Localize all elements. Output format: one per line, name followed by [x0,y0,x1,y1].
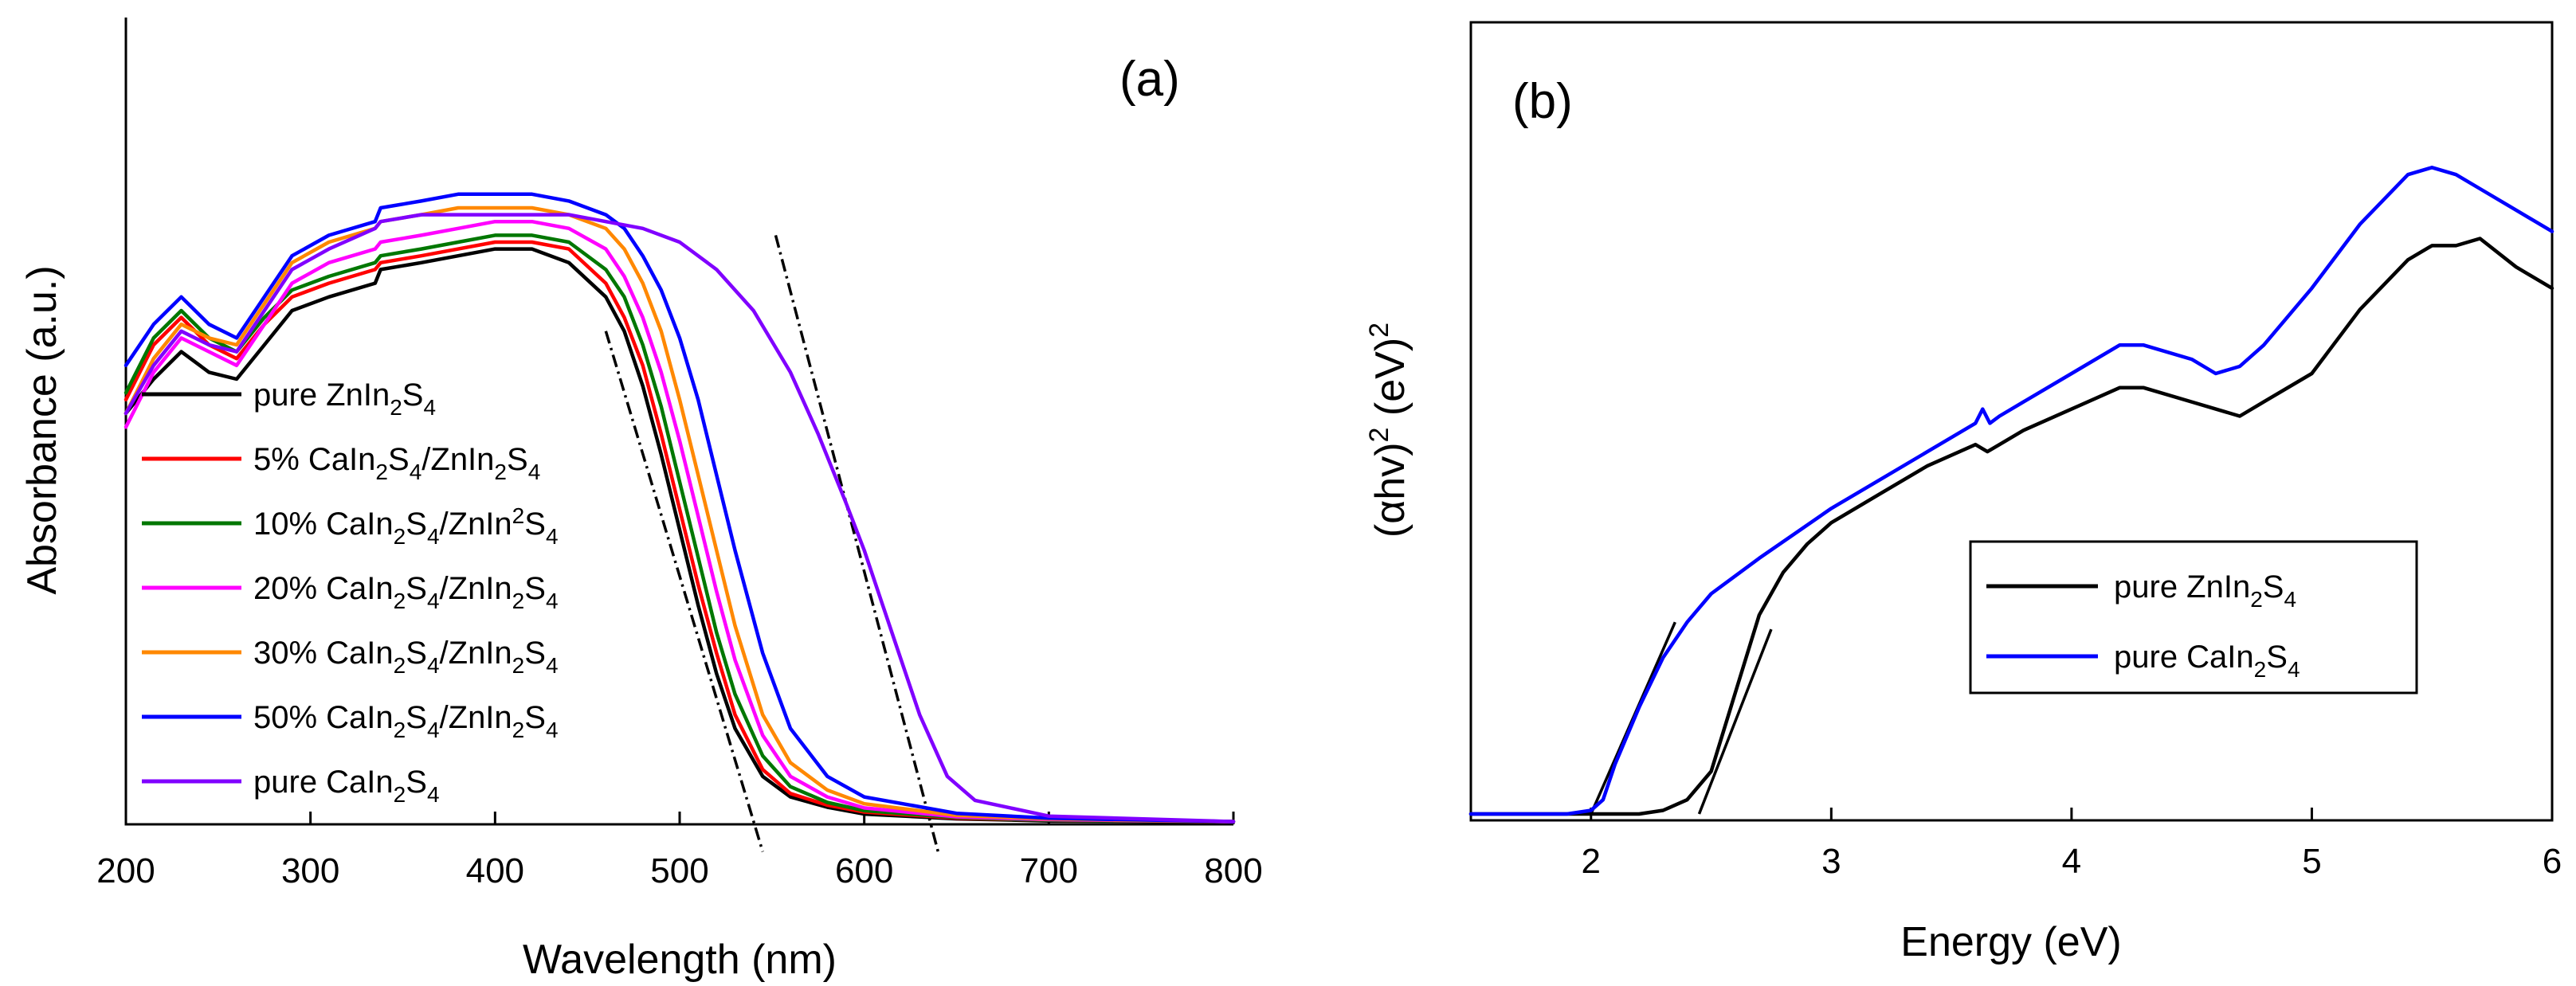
panel-a-x-tick-label: 800 [1204,851,1262,890]
panel-a-x-tick-label: 200 [96,851,155,890]
panel-b-y-axis-title: (αhv)2 (eV)2 [1364,323,1413,538]
panel-a-fit-line [604,331,764,852]
panel-b-y-label-exp2: 2 [1364,323,1394,338]
panel-a-series-4-line [124,219,1236,824]
panel-b-legend-label: pure ZnIn2S4 [2114,569,2296,612]
panel-a-legend-label: 10% CaIn2S4/ZnIn2S4 [253,503,559,549]
panel-a-series-3-line [124,233,1236,824]
panel-a-x-ticks: 200 300 400 500 600 700 800 [96,812,1263,890]
panel-b-y-label-main: (αhv) [1367,442,1413,538]
panel-a-legend-label: 50% CaIn2S4/ZnIn2S4 [253,700,559,742]
panel-a-legend-label: pure CaIn2S4 [253,765,440,807]
panel-b-series-2-line [1468,166,2554,816]
panel-b-y-axis-title-text: (αhv)2 (eV)2 [1364,323,1413,538]
panel-a-x-tick-label: 400 [466,851,524,890]
panel-a-legend-label: pure ZnIn2S4 [253,378,436,420]
panel-a-series-7-line [124,213,1236,824]
panel-a-legend: pure ZnIn2S4 5% CaIn2S4/ZnIn2S4 10% CaIn2S… [142,378,559,807]
panel-a-x-tick-label: 700 [1020,851,1078,890]
panel-a-series-6-line [124,192,1236,824]
panel-b-y-label-exp1: 2 [1364,428,1394,443]
panel-a-fit-line [774,234,940,852]
panel-a-x-tick-label: 500 [650,851,708,890]
panel-a-y-axis-title: Absorbance (a.u.) [19,265,65,594]
panel-a-curves [124,192,1236,824]
panel-b-legend: pure ZnIn2S4 pure CaIn2S4 [1986,569,2300,682]
panel-a-legend-label: 20% CaIn2S4/ZnIn2S4 [253,571,559,613]
panel-b-fit-lines [1590,621,1773,815]
panel-b-legend-box [1969,540,2418,695]
panel-b-fit-line [1697,628,1773,815]
panel-b-y-label-unit: (eV) [1367,338,1413,416]
panel-a-chart: 200 300 400 500 600 700 800 (a) Wavelength (nm… [19,18,1263,983]
panel-a-legend-label: 5% CaIn2S4/ZnIn2S4 [253,442,540,484]
panel-b-x-tick-label: 3 [1821,842,1841,881]
panel-b-series-1-line [1468,237,2554,816]
panel-a-x-tick-label: 300 [281,851,339,890]
panel-a-series-1-line [124,247,1236,824]
panel-a-label: (a) [1119,52,1180,107]
panel-b-curves [1468,166,2554,816]
panel-b-legend-label: pure CaIn2S4 [2114,640,2300,682]
panel-a-legend-label: 30% CaIn2S4/ZnIn2S4 [253,636,559,678]
panel-a-fit-lines [604,234,940,852]
panel-b-label: (b) [1512,74,1573,129]
panel-b-x-axis-title: Energy (eV) [1900,919,2121,965]
panel-a-x-tick-label: 600 [835,851,893,890]
panel-b-axis-frame [1469,21,2554,822]
panel-a-series-5-line [124,205,1236,824]
panel-b-x-tick-label: 2 [1582,842,1601,881]
panel-b-x-tick-label: 6 [2543,842,2562,881]
panel-b-x-tick-label: 4 [2062,842,2081,881]
panel-b-x-ticks: 2 3 4 5 6 [1582,808,2562,881]
panel-b-x-tick-label: 5 [2302,842,2321,881]
panel-a-x-axis-title: Wavelength (nm) [523,937,837,983]
